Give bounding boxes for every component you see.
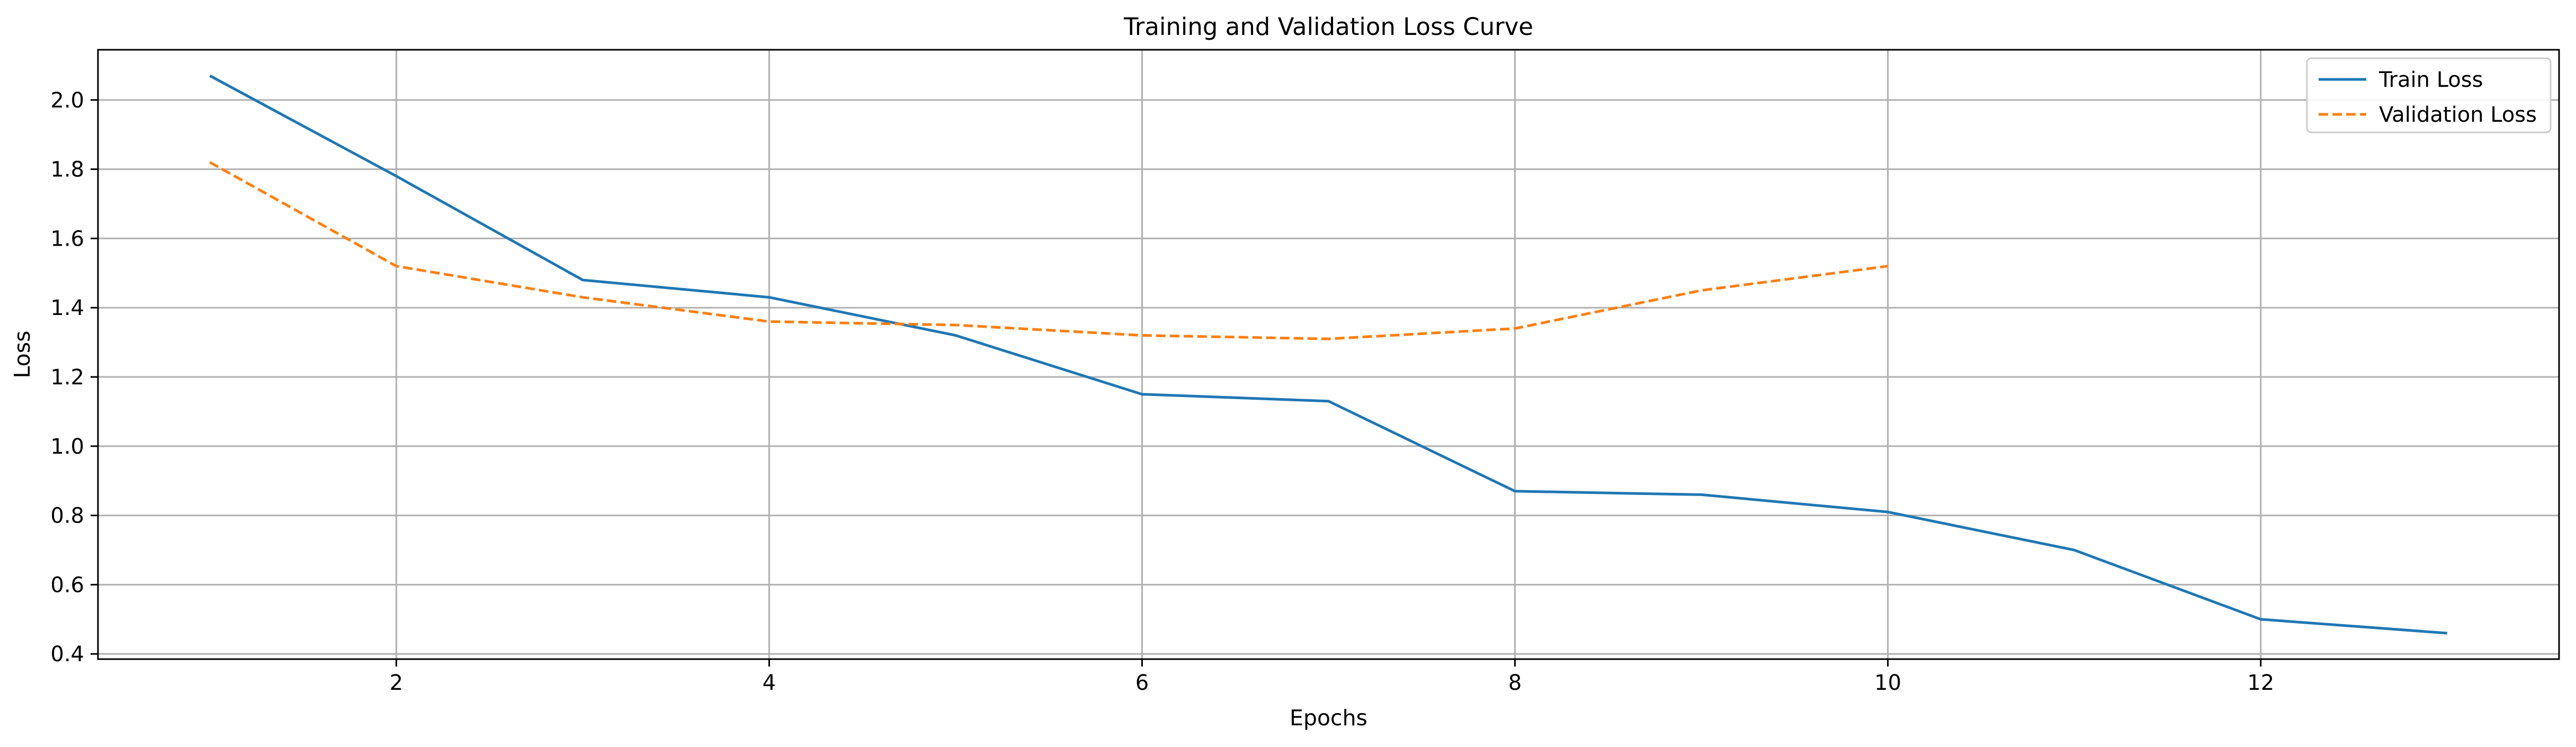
chart-title: Training and Validation Loss Curve (1123, 13, 1533, 41)
y-tick-label: 2.0 (50, 88, 84, 113)
axes-frame (97, 49, 2560, 660)
y-axis-label: Loss (10, 331, 35, 379)
y-tick-label: 0.4 (50, 642, 84, 667)
series-line-1 (209, 161, 1888, 340)
y-tick-label: 1.4 (50, 296, 84, 320)
y-tick-label: 1.6 (50, 227, 84, 251)
x-tick-label: 10 (1874, 671, 1901, 695)
y-tick-label: 1.2 (50, 365, 84, 390)
y-tick-label: 1.0 (50, 435, 84, 459)
axis-ticks: 2 4 6 8 10 12 0.4 0.6 0.8 1.0 1.2 1.4 1.6 1.8 2.0 (50, 88, 2274, 695)
x-tick-label: 6 (1135, 671, 1149, 695)
y-tick-label: 1.8 (50, 158, 84, 182)
legend-box (2306, 57, 2552, 133)
grid-lines (98, 50, 2559, 659)
x-axis-label: Epochs (1290, 705, 1367, 731)
series-lines (209, 74, 2447, 635)
y-tick-label: 0.6 (50, 573, 84, 597)
legend: Train Loss Validation Loss (2306, 57, 2552, 133)
y-tick-label: 0.8 (50, 504, 84, 528)
legend-label-0: Train Loss (2378, 68, 2483, 92)
series-line-0 (209, 74, 2447, 635)
x-tick-label: 4 (763, 671, 776, 695)
x-tick-label: 12 (2247, 671, 2274, 695)
x-tick-label: 8 (1508, 671, 1522, 695)
legend-label-1: Validation Loss (2379, 103, 2537, 127)
x-tick-label: 2 (390, 671, 403, 695)
